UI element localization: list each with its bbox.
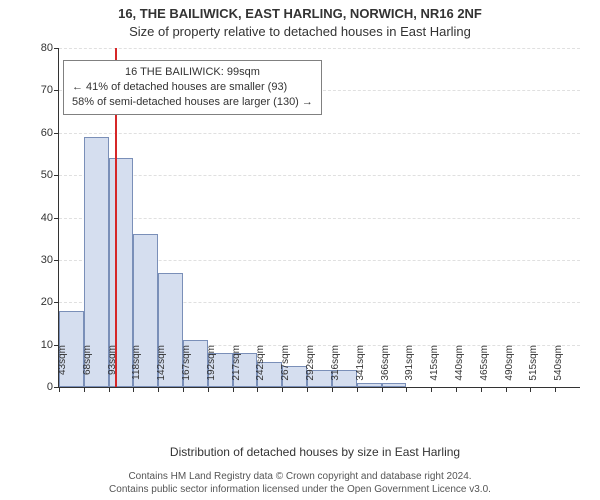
x-tick-label: 142sqm bbox=[156, 345, 167, 395]
x-tick-label: 167sqm bbox=[181, 345, 192, 395]
x-tick-label: 515sqm bbox=[528, 345, 539, 395]
x-tick-label: 192sqm bbox=[206, 345, 217, 395]
y-tick-label: 50 bbox=[41, 169, 53, 181]
x-tick-label: 465sqm bbox=[479, 345, 490, 395]
y-tick-label: 60 bbox=[41, 127, 53, 139]
y-tick-label: 10 bbox=[41, 339, 53, 351]
x-tick-label: 217sqm bbox=[231, 345, 242, 395]
x-tick-label: 43sqm bbox=[57, 345, 68, 395]
x-tick-label: 440sqm bbox=[454, 345, 465, 395]
y-tick-label: 30 bbox=[41, 254, 53, 266]
x-tick-label: 267sqm bbox=[280, 345, 291, 395]
footer-attribution: Contains HM Land Registry data © Crown c… bbox=[0, 470, 600, 496]
plot-area: 01020304050607080 43sqm68sqm93sqm118sqm1… bbox=[58, 48, 580, 388]
x-tick-label: 292sqm bbox=[305, 345, 316, 395]
chart-subtitle: Size of property relative to detached ho… bbox=[0, 24, 600, 39]
y-tick-label: 80 bbox=[41, 42, 53, 54]
x-tick-label: 391sqm bbox=[404, 345, 415, 395]
footer-line-2: Contains public sector information licen… bbox=[0, 483, 600, 496]
x-tick-label: 341sqm bbox=[355, 345, 366, 395]
y-tick-label: 20 bbox=[41, 296, 53, 308]
chart-wrapper: 16, THE BAILIWICK, EAST HARLING, NORWICH… bbox=[0, 0, 600, 500]
x-tick-label: 366sqm bbox=[380, 345, 391, 395]
x-axis-label: Distribution of detached houses by size … bbox=[50, 445, 580, 459]
x-tick-label: 316sqm bbox=[330, 345, 341, 395]
annotation-right-line: 58% of semi-detached houses are larger (… bbox=[72, 95, 313, 110]
x-tick-label: 242sqm bbox=[255, 345, 266, 395]
annotation-left-line: ← 41% of detached houses are smaller (93… bbox=[72, 80, 313, 95]
x-tick-label: 415sqm bbox=[429, 345, 440, 395]
x-tick-label: 68sqm bbox=[82, 345, 93, 395]
annotation-box: 16 THE BAILIWICK: 99sqm ← 41% of detache… bbox=[63, 60, 322, 115]
footer-line-1: Contains HM Land Registry data © Crown c… bbox=[0, 470, 600, 483]
chart-title-address: 16, THE BAILIWICK, EAST HARLING, NORWICH… bbox=[0, 6, 600, 21]
x-tick-label: 490sqm bbox=[504, 345, 515, 395]
y-tick-label: 40 bbox=[41, 212, 53, 224]
x-tick-label: 540sqm bbox=[553, 345, 564, 395]
y-tick-label: 70 bbox=[41, 84, 53, 96]
x-tick-label: 118sqm bbox=[131, 345, 142, 395]
annotation-title: 16 THE BAILIWICK: 99sqm bbox=[72, 65, 313, 80]
y-tick-label: 0 bbox=[47, 381, 53, 393]
